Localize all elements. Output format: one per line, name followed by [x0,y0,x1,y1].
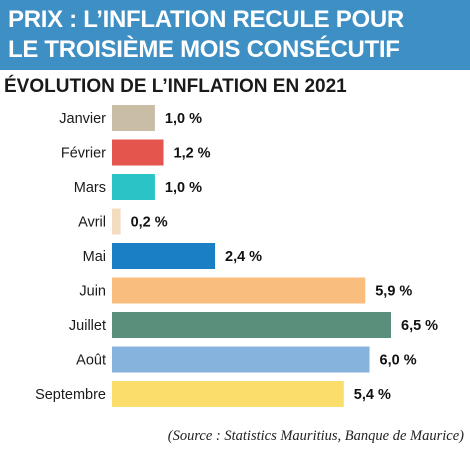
title-banner: PRIX : L’INFLATION RECULE POUR LE TROISI… [0,0,470,70]
value-label: 6,5 % [401,318,438,334]
category-label: Janvier [59,111,106,127]
bar [112,346,370,373]
value-label: 5,9 % [375,284,412,300]
title-line-1: PRIX : L’INFLATION RECULE POUR [8,6,404,33]
value-label: 1,2 % [174,146,211,162]
inflation-bar-chart: Janvier 1,0 % Février 1,2 % Mars 1,0 % Avril 0,… [35,105,438,407]
category-label: Septembre [35,387,106,403]
value-label: 1,0 % [165,111,202,127]
chart-subtitle: ÉVOLUTION DE L’INFLATION EN 2021 [4,76,347,97]
value-label: 5,4 % [354,387,391,403]
category-label: Février [61,146,106,162]
bar [112,105,155,131]
category-label: Août [76,353,106,369]
source-note: (Source : Statistics Mauritius, Banque d… [167,428,464,444]
category-label: Avril [78,215,106,231]
bar [112,312,391,338]
bar [112,381,344,407]
category-label: Mai [83,249,106,265]
bar [112,208,121,235]
bar [112,243,216,269]
category-label: Juin [79,284,106,300]
value-label: 1,0 % [165,180,202,196]
bar [112,174,155,200]
value-label: 2,4 % [225,249,262,265]
category-label: Mars [74,180,106,196]
category-label: Juillet [69,318,106,334]
value-label: 0,2 % [131,215,168,231]
title-line-2: LE TROISIÈME MOIS CONSÉCUTIF [8,36,400,63]
bar [112,139,164,166]
value-label: 6,0 % [380,353,417,369]
bar [112,277,366,304]
